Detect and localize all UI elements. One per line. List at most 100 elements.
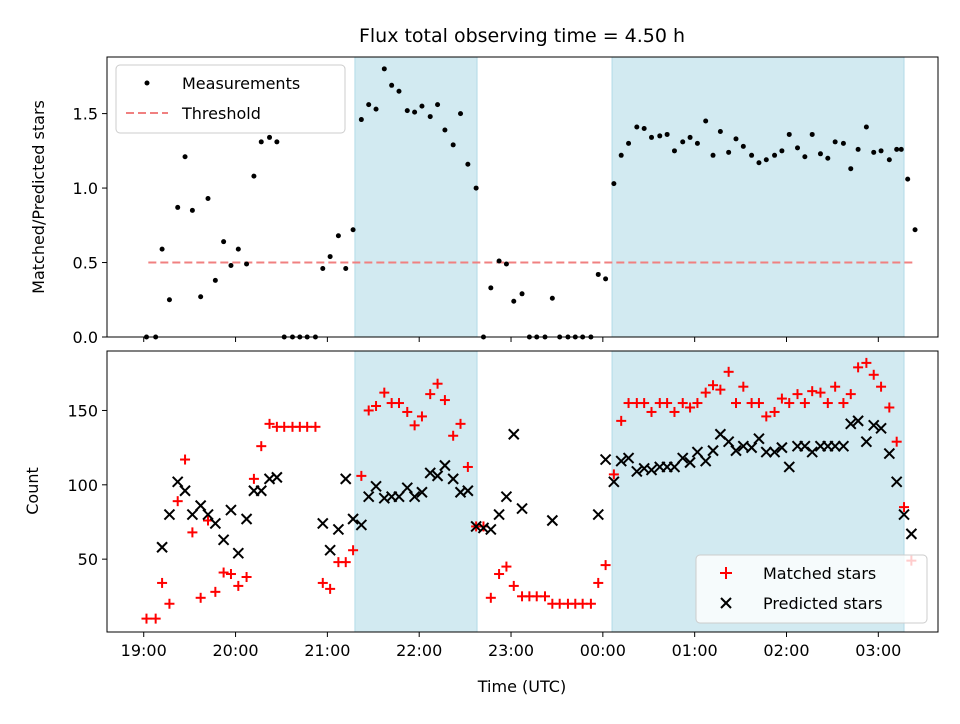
measurement-point: [511, 298, 517, 304]
measurement-point: [412, 109, 418, 115]
matched-star-point: [753, 398, 764, 409]
matched-star-point: [439, 395, 450, 406]
matched-star-point: [799, 398, 810, 409]
matched-star-point: [708, 380, 719, 391]
matched-star-point: [448, 430, 459, 441]
predicted-star-point: [668, 461, 681, 473]
x-tick-label: 23:00: [488, 641, 534, 660]
predicted-star-point: [592, 508, 604, 521]
measurement-point: [905, 176, 911, 182]
predicted-star-point: [179, 485, 191, 497]
matched-star-point: [738, 381, 749, 392]
measurement-point: [756, 160, 762, 166]
matched-star-point: [616, 415, 627, 426]
matched-star-point: [195, 592, 206, 603]
predicted-star-point: [186, 508, 199, 521]
measurement-point: [435, 102, 441, 108]
predicted-star-point: [546, 514, 559, 527]
legend-label-measurements: Measurements: [182, 74, 300, 93]
measurement-point: [404, 108, 410, 114]
bottom-axes-frame: [106, 350, 939, 633]
predicted-star-point: [837, 440, 850, 452]
measurement-point: [703, 118, 709, 124]
matched-star-point: [868, 369, 879, 380]
matched-star-point: [416, 411, 427, 422]
top-y-ticks: 0.0 0.5 1.0 1.5: [73, 105, 107, 347]
measurement-point: [267, 134, 273, 140]
predicted-star-point: [332, 523, 345, 536]
measurement-point: [671, 148, 677, 154]
x-tick-label: 22:00: [396, 641, 442, 660]
predicted-star-point: [631, 465, 643, 478]
top-x-ticks: [143, 337, 879, 342]
measurement-point: [634, 124, 640, 130]
measurement-point: [740, 143, 746, 149]
predicted-star-point: [691, 446, 704, 458]
top-y-axis-label: Matched/Predicted stars: [29, 100, 48, 294]
predicted-star-point: [760, 446, 772, 458]
measurement-point: [618, 152, 624, 158]
predicted-star-point: [401, 482, 413, 494]
measurement-point: [212, 277, 218, 283]
matched-star-point: [425, 389, 436, 400]
measurement-point: [519, 291, 525, 297]
measurement-point: [458, 111, 464, 117]
measurement-point: [763, 157, 769, 163]
predicted-star-point: [493, 508, 505, 521]
predicted-star-point: [875, 422, 887, 435]
measurement-point: [381, 66, 387, 72]
measurement-point: [779, 148, 785, 154]
predicted-star-point: [615, 455, 627, 467]
matched-star-point: [180, 454, 191, 465]
measurement-point: [802, 154, 808, 160]
matched-star-point: [761, 411, 772, 422]
measurement-point: [772, 152, 778, 158]
x-tick-label: 01:00: [672, 641, 718, 660]
matched-star-point: [730, 398, 741, 409]
matched-star-point: [210, 586, 221, 597]
predicted-star-point: [806, 446, 818, 458]
measurement-point: [710, 152, 716, 158]
predicted-star-point: [500, 490, 513, 503]
matched-star-point: [639, 398, 650, 409]
measurement-point: [350, 227, 356, 233]
chart-title: Flux total observing time = 4.50 h: [359, 25, 685, 47]
measurement-point: [786, 131, 792, 137]
bottom-x-ticks: 19:00 20:00 21:00 22:00 23:00 00:00 01:00 02:00…: [121, 632, 901, 660]
predicted-star-point: [645, 464, 658, 476]
measurement-point: [855, 146, 861, 152]
matched-star-point: [233, 580, 244, 591]
measurement-point: [366, 102, 372, 108]
predicted-star-point: [462, 485, 474, 497]
measurement-point: [809, 131, 815, 137]
predicted-star-point: [362, 490, 375, 503]
matched-star-point: [593, 577, 604, 588]
predicted-star-point: [255, 485, 267, 497]
measurement-point: [840, 140, 846, 146]
measurement-point: [182, 154, 188, 160]
top-y-tick-label: 0.0: [73, 328, 98, 347]
measurement-point: [878, 148, 884, 154]
predicted-star-point: [599, 453, 612, 466]
predicted-star-point: [768, 446, 781, 458]
predicted-star-point: [516, 502, 528, 515]
measurement-point: [726, 149, 732, 155]
predicted-star-point: [608, 476, 620, 488]
predicted-star-point: [171, 476, 184, 488]
measurement-point: [373, 106, 379, 112]
measurement-point: [251, 173, 257, 179]
matched-star-point: [455, 418, 466, 429]
matched-star-point: [409, 420, 420, 431]
legend-marker-matched: [720, 567, 732, 579]
predicted-star-point: [707, 444, 719, 457]
measurement-point: [175, 204, 181, 210]
matched-star-point: [669, 406, 680, 417]
predicted-star-point: [217, 534, 230, 546]
measurement-point: [687, 134, 693, 140]
measurement-point: [235, 246, 241, 252]
matched-star-point: [494, 569, 505, 580]
measurement-point: [488, 285, 494, 291]
measurement-point: [189, 207, 195, 213]
predicted-star-point: [508, 428, 520, 440]
predicted-star-point: [905, 528, 918, 540]
